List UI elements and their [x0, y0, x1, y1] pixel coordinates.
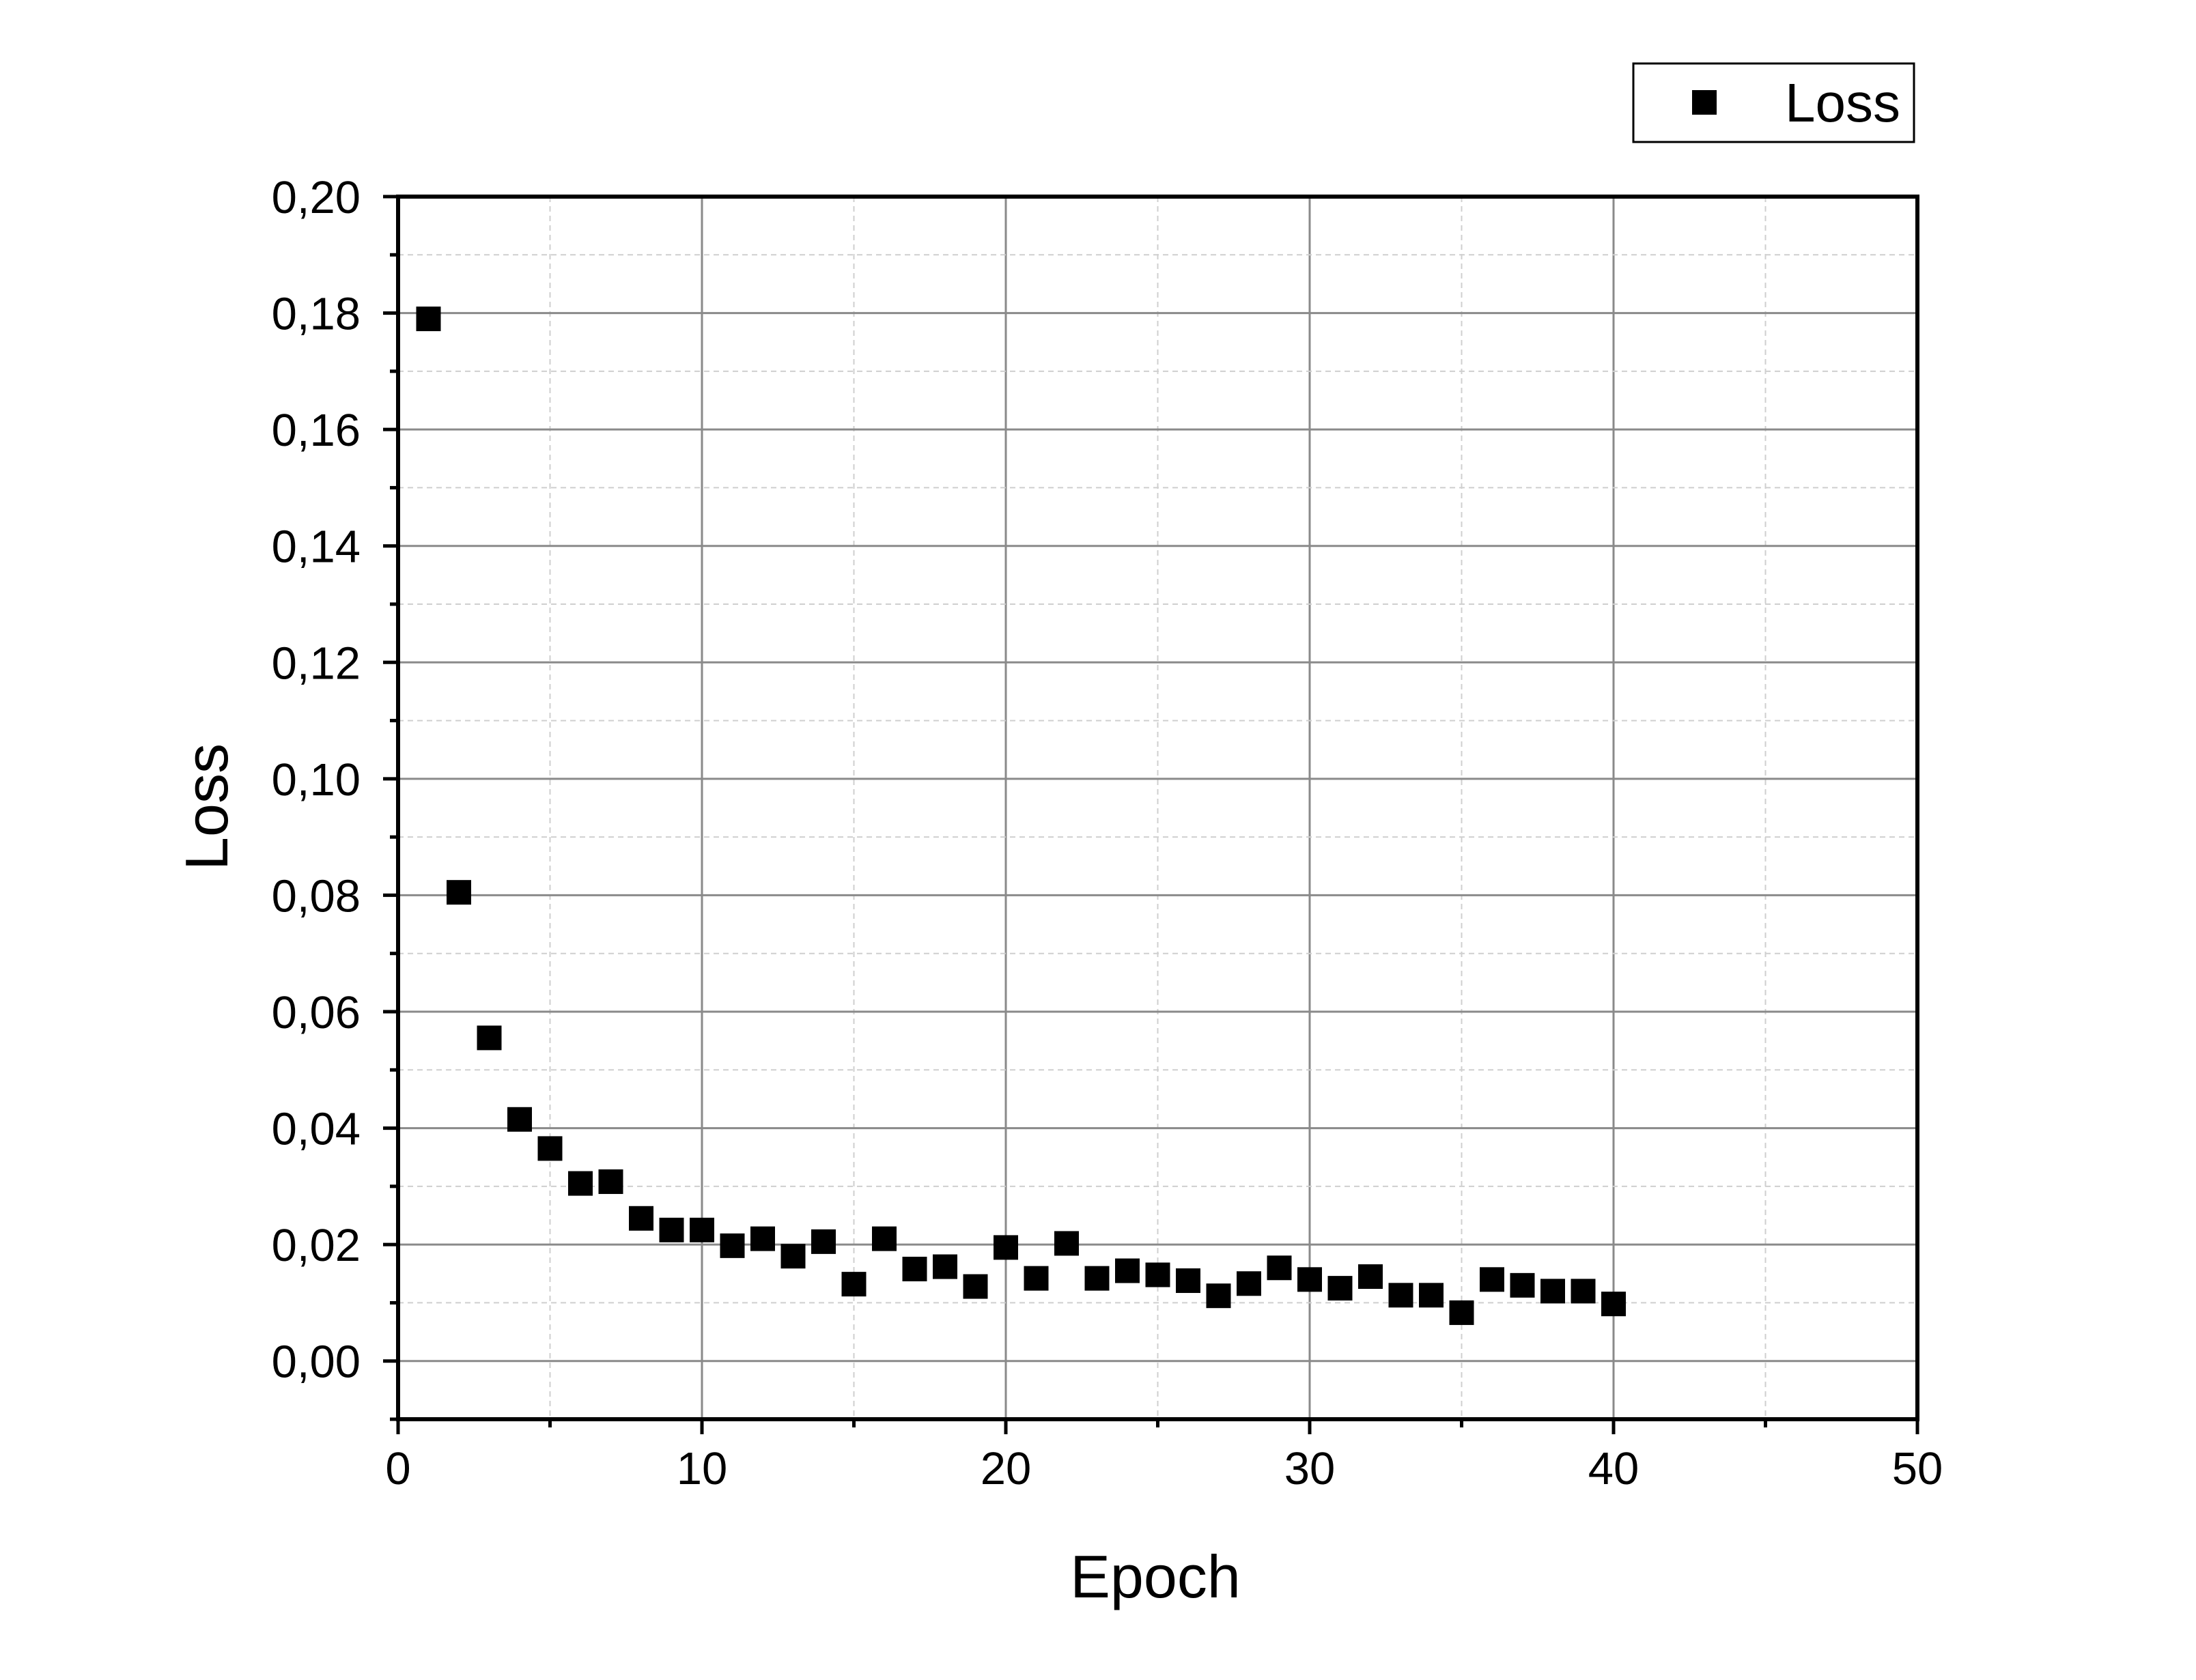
data-point: [994, 1235, 1018, 1260]
data-point: [811, 1229, 836, 1254]
y-tick-label: 0,14: [272, 522, 361, 573]
grid: [398, 197, 1917, 1419]
data-point: [1327, 1276, 1353, 1301]
data-point: [507, 1107, 532, 1132]
x-tick-label: 30: [1284, 1443, 1336, 1494]
y-tick-label: 0,16: [272, 405, 361, 456]
legend-marker-loss: [1692, 90, 1717, 115]
data-point: [598, 1169, 623, 1195]
data-point: [1084, 1266, 1110, 1291]
legend-box: [1632, 62, 1915, 143]
data-point: [1388, 1283, 1413, 1308]
y-tick-label: 0,08: [272, 870, 361, 922]
x-tick-labels: 0 10 20 30 40 50: [385, 1443, 1943, 1494]
data-point: [1480, 1267, 1504, 1292]
y-tick-label: 0,12: [272, 638, 361, 689]
data-point: [1237, 1271, 1261, 1296]
data-point: [1115, 1258, 1140, 1283]
data-point: [720, 1233, 745, 1258]
data-point: [1510, 1272, 1535, 1298]
data-point: [659, 1217, 684, 1242]
data-point: [902, 1256, 927, 1281]
data-point: [1176, 1268, 1200, 1294]
data-point: [1206, 1283, 1231, 1309]
data-point: [872, 1226, 897, 1251]
x-tick-label: 20: [981, 1443, 1032, 1494]
y-tick-label: 0,20: [272, 172, 361, 223]
x-tick-label: 10: [677, 1443, 728, 1494]
data-points: [416, 307, 1626, 1325]
y-tick-label: 0,06: [272, 987, 361, 1038]
data-point: [1024, 1266, 1049, 1291]
data-point: [1054, 1231, 1079, 1256]
y-tick-label: 0,10: [272, 754, 361, 806]
x-tick-label: 0: [385, 1443, 410, 1494]
data-point: [1571, 1279, 1596, 1304]
data-point: [1540, 1279, 1565, 1304]
data-point: [1267, 1255, 1292, 1281]
data-point: [963, 1274, 988, 1299]
data-point: [477, 1025, 502, 1051]
legend-label-loss: Loss: [1785, 72, 1900, 133]
data-point: [1601, 1292, 1626, 1317]
data-point: [537, 1136, 563, 1161]
data-point: [933, 1254, 957, 1279]
data-point: [416, 307, 441, 332]
y-tick-label: 0,04: [272, 1104, 361, 1155]
x-axis-title: Epoch: [1070, 1543, 1241, 1610]
data-point: [1358, 1264, 1383, 1290]
y-tick-label: 0,18: [272, 289, 361, 340]
data-point: [841, 1272, 867, 1297]
y-tick-label: 0,02: [272, 1220, 361, 1271]
data-point: [1449, 1300, 1474, 1325]
data-point: [750, 1226, 775, 1251]
data-point: [1419, 1283, 1444, 1308]
y-axis-title: Loss: [173, 743, 240, 870]
data-point: [629, 1206, 653, 1231]
x-tick-label: 40: [1588, 1443, 1639, 1494]
data-point: [690, 1217, 714, 1242]
legend: Loss: [1632, 62, 1915, 143]
y-tick-labels: 0,00 0,02 0,04 0,06 0,08 0,10 0,12 0,14 0,16 0,18…: [272, 172, 361, 1388]
data-point: [568, 1171, 593, 1196]
y-tick-label: 0,00: [272, 1337, 361, 1388]
plot-frame: [396, 195, 1919, 1421]
x-tick-label: 50: [1892, 1443, 1943, 1494]
data-point: [780, 1244, 806, 1269]
data-point: [1145, 1262, 1170, 1287]
data-point: [1297, 1267, 1322, 1292]
data-point: [447, 880, 471, 905]
